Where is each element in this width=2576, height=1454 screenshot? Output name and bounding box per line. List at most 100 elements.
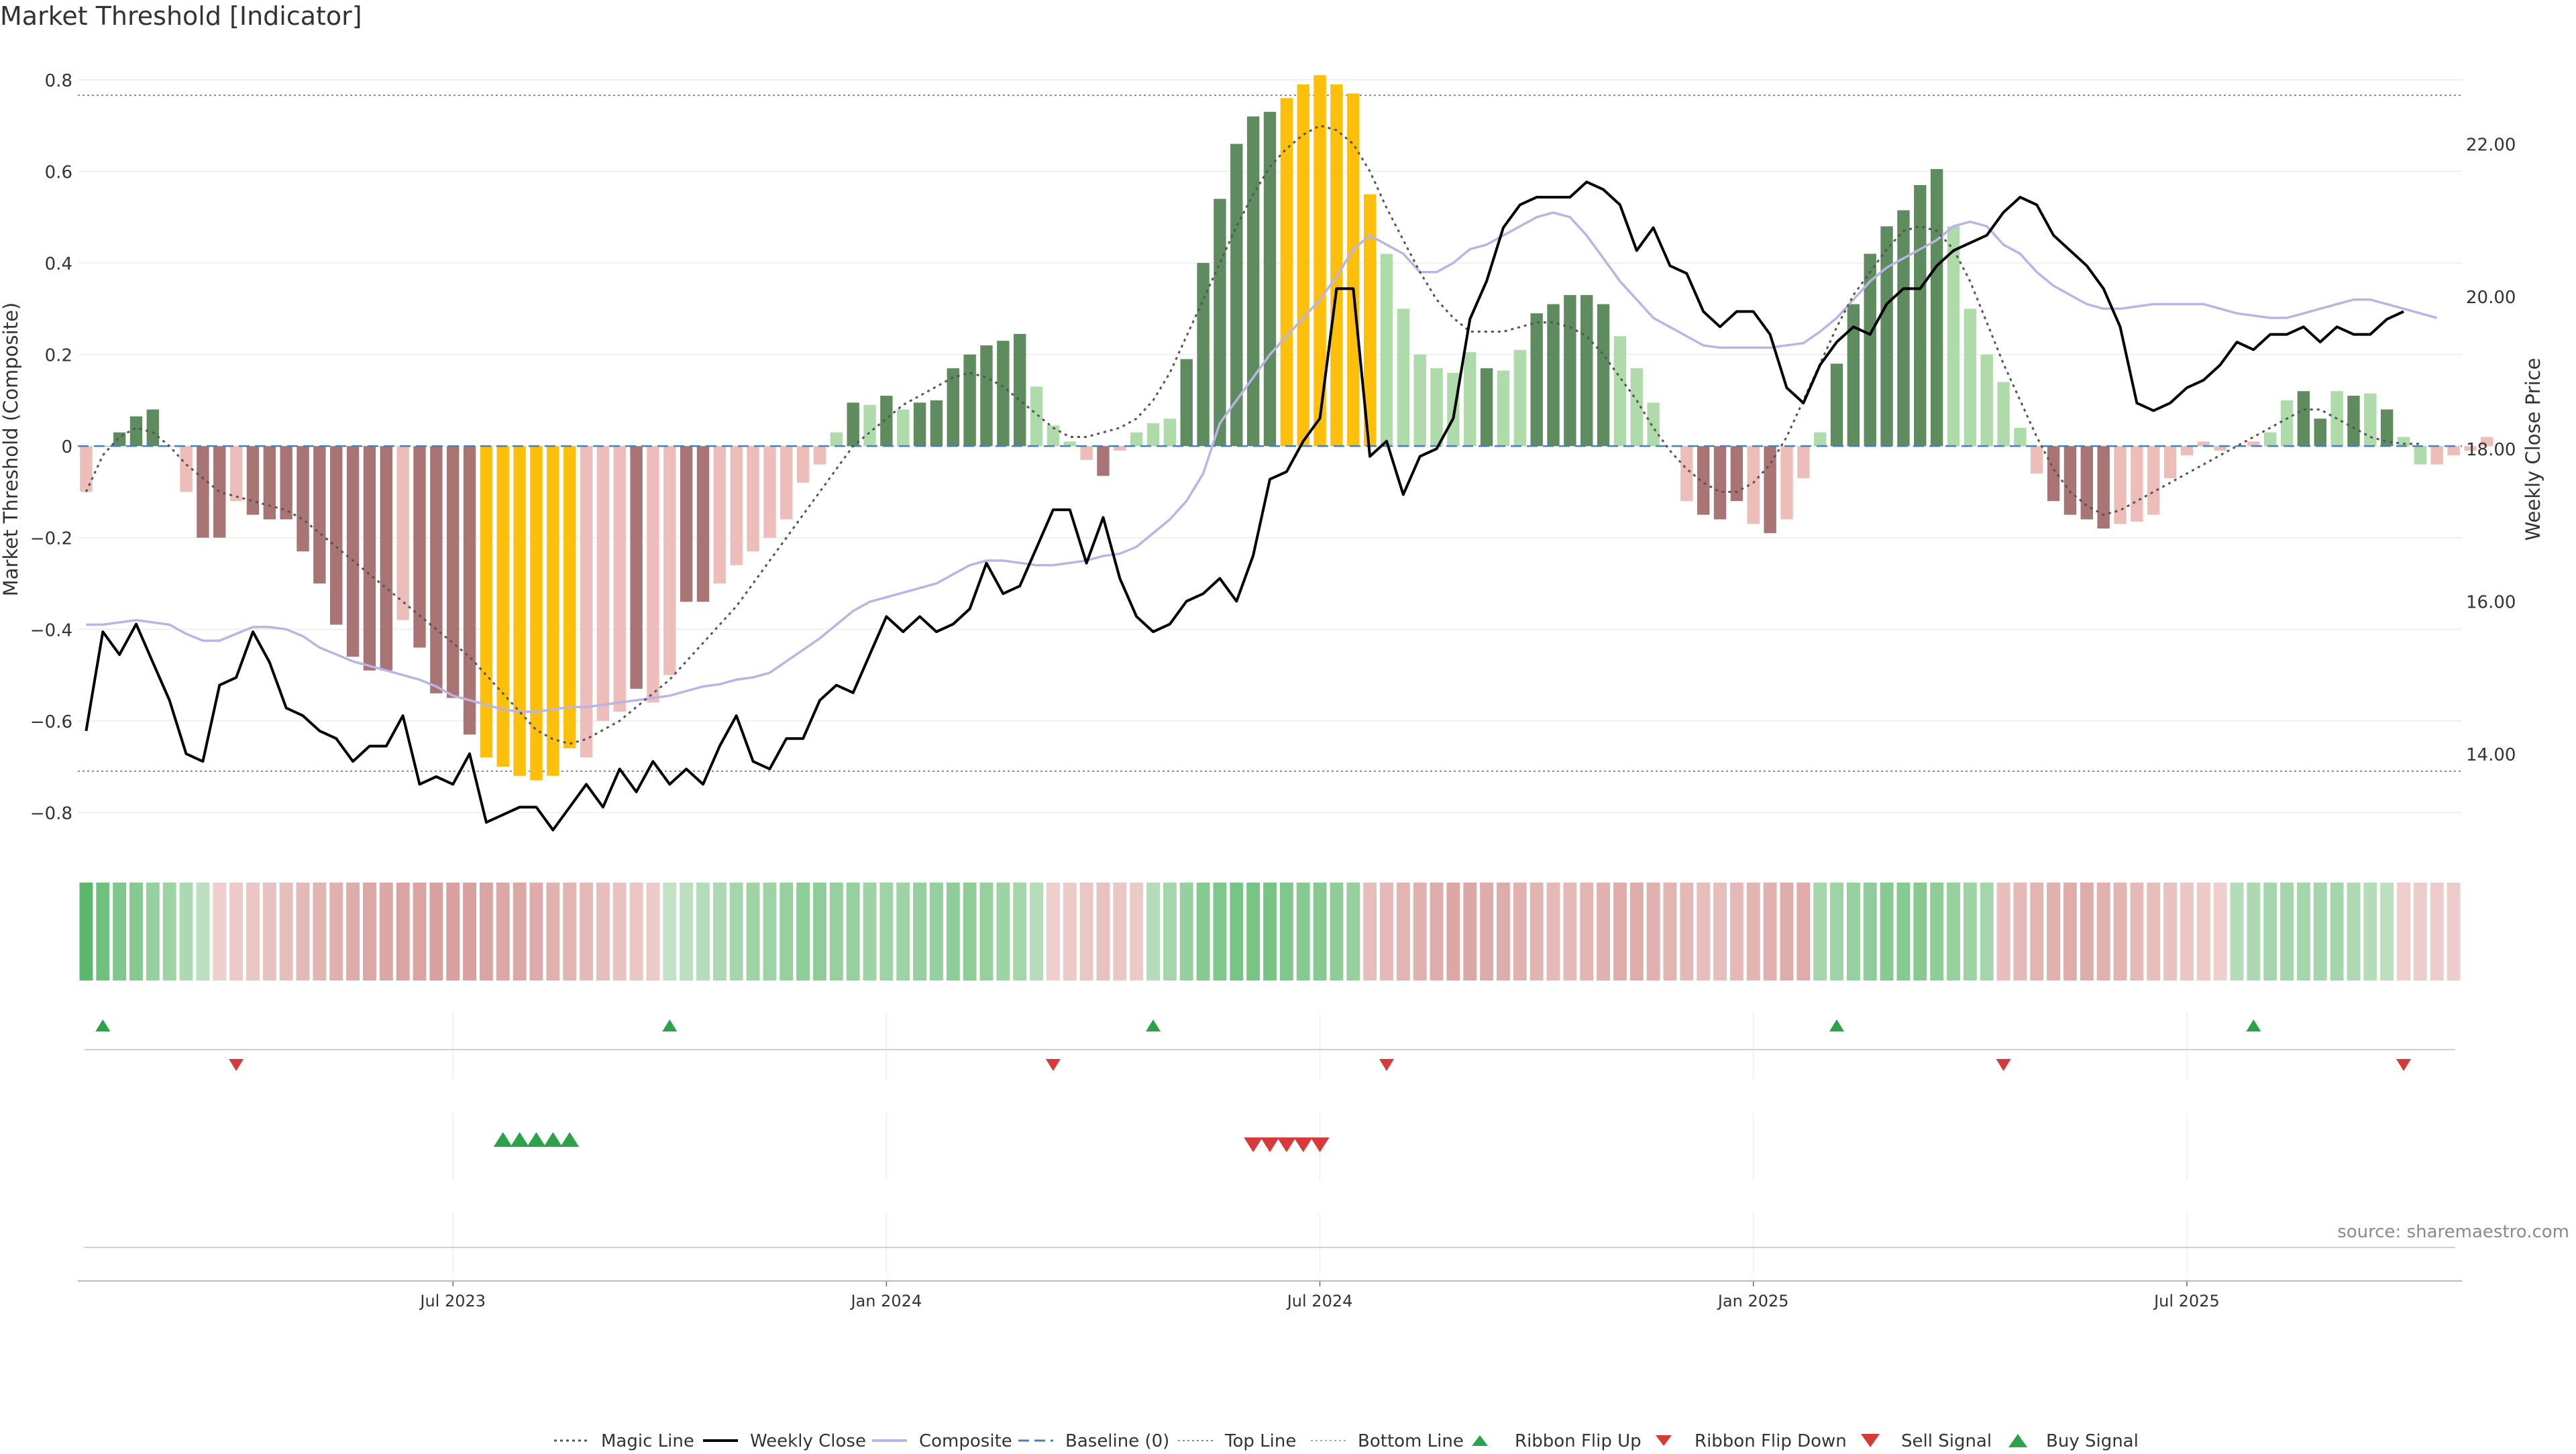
ribbon-cell — [1663, 883, 1677, 981]
composite-bar — [2163, 446, 2177, 478]
composite-bar — [863, 404, 876, 447]
legend-item-bottom-line: Bottom Line — [1311, 1431, 1464, 1451]
composite-bar — [2131, 446, 2143, 522]
ribbon-cell — [1746, 883, 1760, 981]
composite-bar — [1747, 446, 1760, 524]
y2-tick-label: 16.00 — [2466, 593, 2516, 613]
composite-bar — [796, 446, 810, 483]
ribbon-cell — [1230, 883, 1244, 981]
ribbon-cell — [1380, 883, 1393, 981]
composite-bar — [947, 368, 959, 447]
y-tick-label: 0.6 — [45, 163, 72, 183]
sell-signal-marker — [1277, 1137, 1296, 1152]
composite-bar — [997, 341, 1010, 447]
composite-bar — [1046, 425, 1060, 447]
ribbon-cell — [1179, 883, 1193, 981]
ribbon-cell — [2080, 883, 2094, 981]
composite-bar — [1880, 226, 1893, 447]
ribbon-cell — [1463, 883, 1477, 981]
composite-bar — [213, 446, 226, 538]
y2-tick-label: 14.00 — [2466, 745, 2516, 765]
legend-label: Buy Signal — [2046, 1431, 2139, 1451]
ribbon-cell — [463, 883, 476, 981]
composite-bar — [447, 446, 460, 698]
composite-bar — [246, 446, 260, 515]
composite-bar — [1030, 386, 1043, 447]
composite-bar — [1464, 352, 1477, 447]
ribbon-cell — [2330, 883, 2344, 981]
y-tick-label: −0.8 — [30, 803, 72, 824]
ribbon-cell — [1996, 883, 2010, 981]
composite-bar — [1347, 93, 1360, 447]
composite-bar — [1713, 446, 1727, 520]
x-tick-label: Jan 2025 — [1717, 1292, 1789, 1310]
ribbon-cell — [2213, 883, 2227, 981]
ribbon-cell — [763, 883, 777, 981]
ribbon-cell — [113, 883, 127, 981]
ribbon-cell — [2130, 883, 2144, 981]
composite-bar — [2197, 441, 2210, 447]
composite-bar — [2180, 446, 2194, 455]
composite-bar — [229, 446, 243, 502]
ribbon-cell — [379, 883, 393, 981]
ribbon-flip-down-marker — [2396, 1059, 2412, 1071]
sell-signal-marker — [1310, 1137, 1330, 1152]
ribbon-cell — [2147, 883, 2161, 981]
composite-bar — [1397, 309, 1410, 447]
legend-label: Sell Signal — [1901, 1431, 1992, 1451]
ribbon-flip-down-marker — [1379, 1059, 1394, 1071]
ribbon-cell — [2063, 883, 2077, 981]
ribbon-cell — [1680, 883, 1694, 981]
buy-signal-marker — [543, 1132, 563, 1147]
composite-bar — [763, 446, 776, 538]
composite-bar — [1097, 446, 1110, 476]
legend-label: Bottom Line — [1358, 1431, 1464, 1451]
y-axis-label: Market Threshold (Composite) — [0, 302, 22, 596]
composite-bar — [1413, 354, 1426, 447]
ribbon-cell — [1813, 883, 1827, 981]
composite-bar — [1146, 423, 1160, 447]
ribbon-cell — [1780, 883, 1794, 981]
composite-bar — [1330, 84, 1343, 447]
ribbon-cell — [1930, 883, 1944, 981]
ribbon-cell — [513, 883, 527, 981]
ribbon-cell — [2196, 883, 2210, 981]
composite-bar — [1930, 169, 1943, 447]
composite-bar — [2080, 446, 2093, 520]
composite-bar — [2430, 446, 2443, 465]
ribbon-cell — [196, 883, 210, 981]
sell-signal-marker — [1244, 1137, 1263, 1152]
y2-tick-label: 20.00 — [2466, 288, 2516, 308]
composite-bar — [263, 446, 276, 520]
composite-bar — [280, 446, 292, 520]
ribbon-cell — [546, 883, 560, 981]
composite-bar — [1914, 185, 1927, 447]
legend-item-baseline: Baseline (0) — [1018, 1431, 1169, 1451]
ribbon-flip-down-marker — [1045, 1059, 1061, 1071]
composite-bar — [1497, 370, 1510, 447]
ribbon-cell — [1480, 883, 1494, 981]
composite-bar — [1864, 254, 1876, 447]
composite-bar — [2280, 400, 2294, 447]
composite-bar — [847, 402, 859, 447]
ribbon-flip-up-marker — [95, 1019, 111, 1031]
x-tick-label: Jul 2023 — [419, 1292, 486, 1310]
ribbon-cell — [1396, 883, 1410, 981]
legend-item-weekly-close: Weekly Close — [703, 1431, 866, 1451]
composite-bar — [2063, 446, 2077, 515]
ribbon-cell — [796, 883, 810, 981]
ribbon-cell — [346, 883, 360, 981]
composite-bar — [1130, 432, 1143, 447]
ribbon-cell — [1546, 883, 1560, 981]
legend-item-ribbon-flip-up: Ribbon Flip Up — [1472, 1431, 1642, 1451]
composite-bar — [2097, 446, 2110, 529]
ribbon-cell — [780, 883, 794, 981]
ribbon-cell — [413, 883, 427, 981]
ribbon-cell — [1580, 883, 1594, 981]
ribbon-cell — [1213, 883, 1227, 981]
composite-bar — [129, 416, 143, 447]
composite-bar — [1697, 446, 1710, 515]
composite-bar — [496, 446, 509, 767]
composite-bar — [980, 345, 993, 447]
composite-bar — [2114, 446, 2127, 524]
